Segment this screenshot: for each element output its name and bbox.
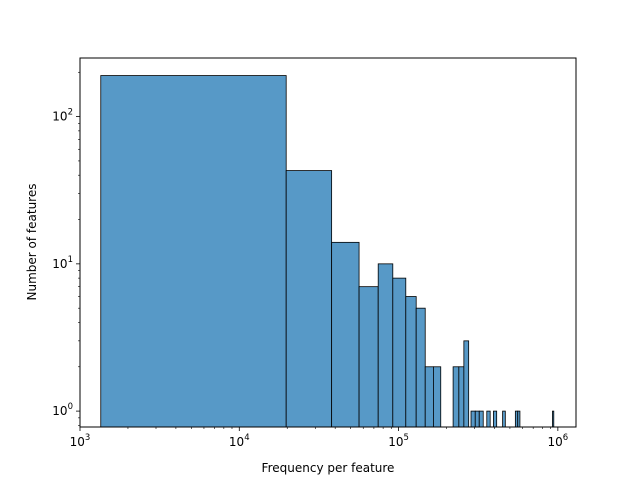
histogram-bar-2 <box>331 241 360 428</box>
histogram-bar-0 <box>100 75 287 428</box>
x-tick-label-3: 106 <box>547 433 568 449</box>
histogram-bar-14 <box>474 410 480 428</box>
y-axis-label: Number of features <box>25 184 39 301</box>
y-tick-label-2: 102 <box>52 108 73 124</box>
histogram-bar-9 <box>433 366 442 428</box>
histogram-bar-5 <box>392 277 407 428</box>
histogram-bar-21 <box>552 410 555 428</box>
histogram-bar-15 <box>478 410 484 428</box>
x-tick-label-1: 104 <box>229 433 250 449</box>
histogram-bar-12 <box>463 340 470 428</box>
histogram-bar-3 <box>358 286 379 428</box>
histogram-bar-16 <box>486 410 491 428</box>
histogram-bar-17 <box>493 410 498 428</box>
x-axis-label: Frequency per feature <box>262 461 395 475</box>
histogram-bar-11 <box>458 366 465 428</box>
histogram-bar-18 <box>502 410 506 428</box>
x-tick-label-0: 103 <box>70 433 91 449</box>
histogram-bar-20 <box>517 410 521 428</box>
histogram-bars <box>100 75 555 428</box>
histogram-bar-6 <box>405 296 417 428</box>
y-tick-label-1: 101 <box>52 255 73 271</box>
y-tick-label-0: 100 <box>52 402 73 418</box>
x-tick-label-2: 105 <box>388 433 409 449</box>
histogram-bar-1 <box>285 170 333 428</box>
histogram-bar-10 <box>452 366 460 428</box>
histogram-bar-4 <box>377 263 394 428</box>
histogram-bar-8 <box>424 366 434 428</box>
plot-frame <box>79 57 577 428</box>
histogram-bar-13 <box>470 410 476 428</box>
histogram-bar-7 <box>415 307 426 428</box>
axis-ticks: 103 104 105 106 100 101 102 <box>52 71 568 449</box>
